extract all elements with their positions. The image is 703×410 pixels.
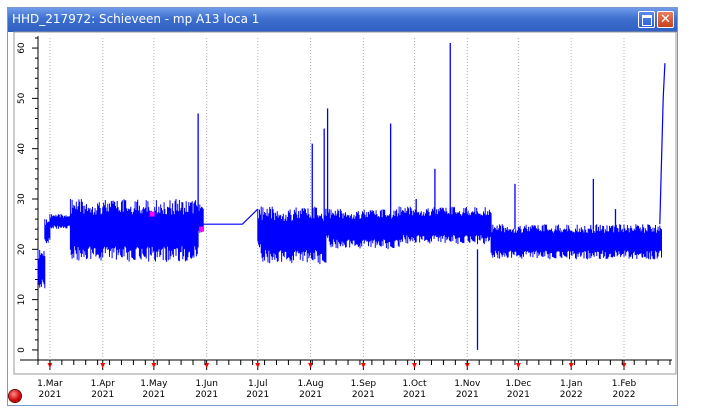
- x-tick-label: 1.Jan: [560, 379, 582, 389]
- series-envelope-segment: [398, 206, 492, 245]
- y-tick-label: 20: [17, 243, 27, 255]
- x-tick-year-label: 2022: [613, 390, 636, 400]
- gridlines: [49, 38, 625, 360]
- date-marker-icon: [255, 363, 261, 368]
- x-tick-year-label: 2021: [456, 390, 479, 400]
- x-ticks: 1.Mar20211.Apr20211.May20211.Jun20211.Ju…: [37, 360, 671, 400]
- date-marker-icon: [515, 363, 521, 368]
- x-tick-year-label: 2021: [246, 390, 269, 400]
- date-marker-icon: [568, 363, 574, 368]
- x-tick-label: 1.Aug: [297, 379, 323, 389]
- date-marker-icon: [100, 363, 106, 368]
- x-tick-label: 1.Mar: [37, 379, 63, 389]
- y-ticks: 0 10 20 30 40 50 60: [17, 37, 38, 353]
- x-tick-label: 1.May: [140, 379, 168, 389]
- data-marker: [149, 211, 155, 217]
- y-tick-label: 60: [17, 42, 27, 54]
- x-tick-label: 1.Feb: [612, 379, 637, 389]
- x-tick-year-label: 2022: [560, 390, 583, 400]
- date-marker-icon: [464, 363, 470, 368]
- date-marker-icon: [151, 363, 157, 368]
- x-tick-label: 1.Apr: [91, 379, 115, 389]
- y-tick-label: 30: [17, 193, 27, 205]
- series-envelope-segment: [260, 206, 327, 265]
- date-marker-icon: [47, 363, 53, 368]
- plot-area-frame: [13, 31, 677, 375]
- series-envelope-segment: [257, 209, 262, 248]
- x-tick-year-label: 2021: [507, 390, 530, 400]
- series-envelope-segment: [69, 199, 199, 262]
- x-tick-year-label: 2021: [142, 390, 165, 400]
- x-tick-label: 1.Jul: [248, 379, 267, 389]
- stop-icon[interactable]: [9, 390, 21, 402]
- data-marker: [199, 226, 205, 232]
- series: [37, 43, 666, 350]
- title-bar[interactable]: HHD_217972: Schieveen - mp A13 loca 1 ✕: [8, 8, 677, 32]
- markers: [149, 211, 205, 232]
- series-line: [659, 63, 666, 225]
- date-marker-icon: [411, 363, 417, 368]
- x-tick-year-label: 2021: [352, 390, 375, 400]
- series-line: [203, 208, 259, 225]
- y-tick-label: 10: [17, 294, 27, 306]
- x-tick-year-label: 2021: [299, 390, 322, 400]
- x-tick-label: 1.Jun: [195, 379, 218, 389]
- x-tick-label: 1.Oct: [402, 379, 427, 389]
- y-tick-label: 0: [17, 347, 27, 353]
- date-marker-icon: [360, 363, 366, 368]
- x-tick-year-label: 2021: [38, 390, 61, 400]
- x-tick-label: 1.Nov: [454, 379, 481, 389]
- series-envelope-segment: [328, 209, 400, 250]
- maximize-icon[interactable]: [638, 11, 655, 28]
- x-tick-year-label: 2021: [91, 390, 114, 400]
- x-tick-label: 1.Dec: [505, 379, 531, 389]
- x-tick-year-label: 2021: [195, 390, 218, 400]
- series-envelope-segment: [44, 219, 51, 243]
- series-envelope-segment: [49, 214, 71, 229]
- series-envelope-segment: [490, 224, 662, 260]
- close-icon[interactable]: ✕: [657, 11, 674, 28]
- y-tick-label: 40: [17, 143, 27, 155]
- window-title: HHD_217972: Schieveen - mp A13 loca 1: [12, 12, 260, 26]
- x-tick-year-label: 2021: [403, 390, 426, 400]
- y-tick-label: 50: [17, 92, 27, 104]
- x-tick-label: 1.Sep: [351, 379, 377, 389]
- chart-window: HHD_217972: Schieveen - mp A13 loca 1 ✕: [7, 7, 678, 406]
- series-envelope-segment: [37, 249, 46, 289]
